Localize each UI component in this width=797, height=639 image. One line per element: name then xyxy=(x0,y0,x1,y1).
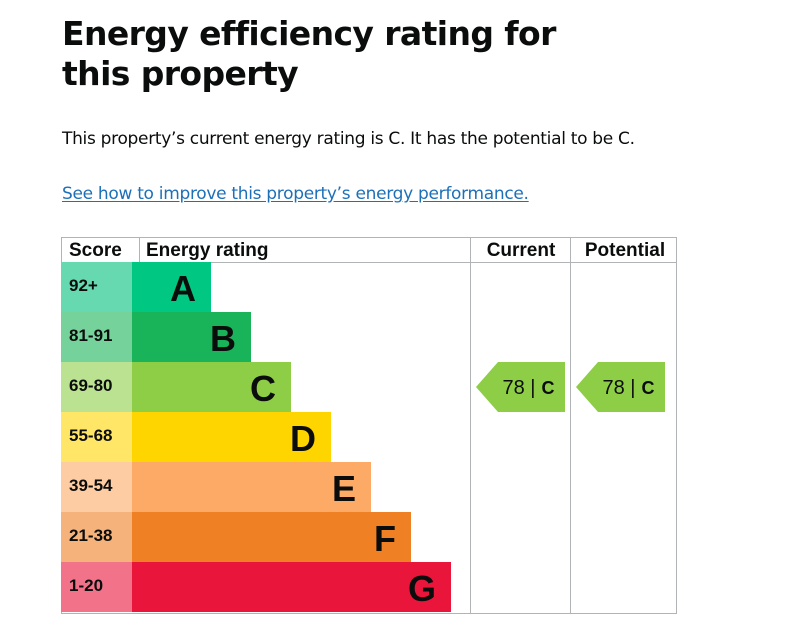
score-range-label: 69-80 xyxy=(69,376,112,395)
rating-letter: B xyxy=(210,318,236,359)
score-cell-a xyxy=(61,262,132,312)
rating-bar-e xyxy=(132,462,371,512)
header-score: Score xyxy=(69,240,122,261)
rating-letter: G xyxy=(408,568,436,609)
score-cell-c xyxy=(61,362,132,412)
score-range-label: 39-54 xyxy=(69,476,113,495)
score-range-label: 55-68 xyxy=(69,426,112,445)
energy-rating-chart: Score Energy rating Current Potential 92… xyxy=(61,237,677,614)
current-rating-letter: C xyxy=(542,378,555,398)
page-title: Energy efficiency rating for this proper… xyxy=(62,14,556,93)
rating-letter: C xyxy=(250,368,276,409)
rating-letter: D xyxy=(290,418,316,459)
current-rating-arrow xyxy=(476,362,565,412)
header-potential: Potential xyxy=(585,240,665,261)
rating-bar-b xyxy=(132,312,251,362)
rating-bar-a xyxy=(132,262,211,312)
score-range-label: 21-38 xyxy=(69,526,112,545)
score-cell-e xyxy=(61,462,132,512)
potential-rating-score: 78 | xyxy=(603,377,636,399)
rating-letter: A xyxy=(170,268,196,309)
potential-rating-arrow xyxy=(576,362,665,412)
score-range-label: 1-20 xyxy=(69,576,103,595)
score-cell-d xyxy=(61,412,132,462)
score-cell-b xyxy=(61,312,132,362)
rating-summary: This property’s current energy rating is… xyxy=(62,129,635,149)
improve-energy-performance-link[interactable]: See how to improve this property’s energ… xyxy=(62,184,529,204)
current-rating-score: 78 | xyxy=(503,377,536,399)
header-energy-rating: Energy rating xyxy=(146,240,268,261)
score-cell-f xyxy=(61,512,132,562)
rating-bar-f xyxy=(132,512,411,562)
rating-letter: F xyxy=(374,518,396,559)
rating-bar-d xyxy=(132,412,331,462)
header-current: Current xyxy=(487,240,556,261)
rating-bar-c xyxy=(132,362,291,412)
rating-letter: E xyxy=(332,468,356,509)
score-cell-g xyxy=(61,562,132,612)
score-range-label: 81-91 xyxy=(69,326,112,345)
potential-rating-letter: C xyxy=(642,378,655,398)
rating-bar-g xyxy=(132,562,451,612)
score-range-label: 92+ xyxy=(69,276,98,295)
